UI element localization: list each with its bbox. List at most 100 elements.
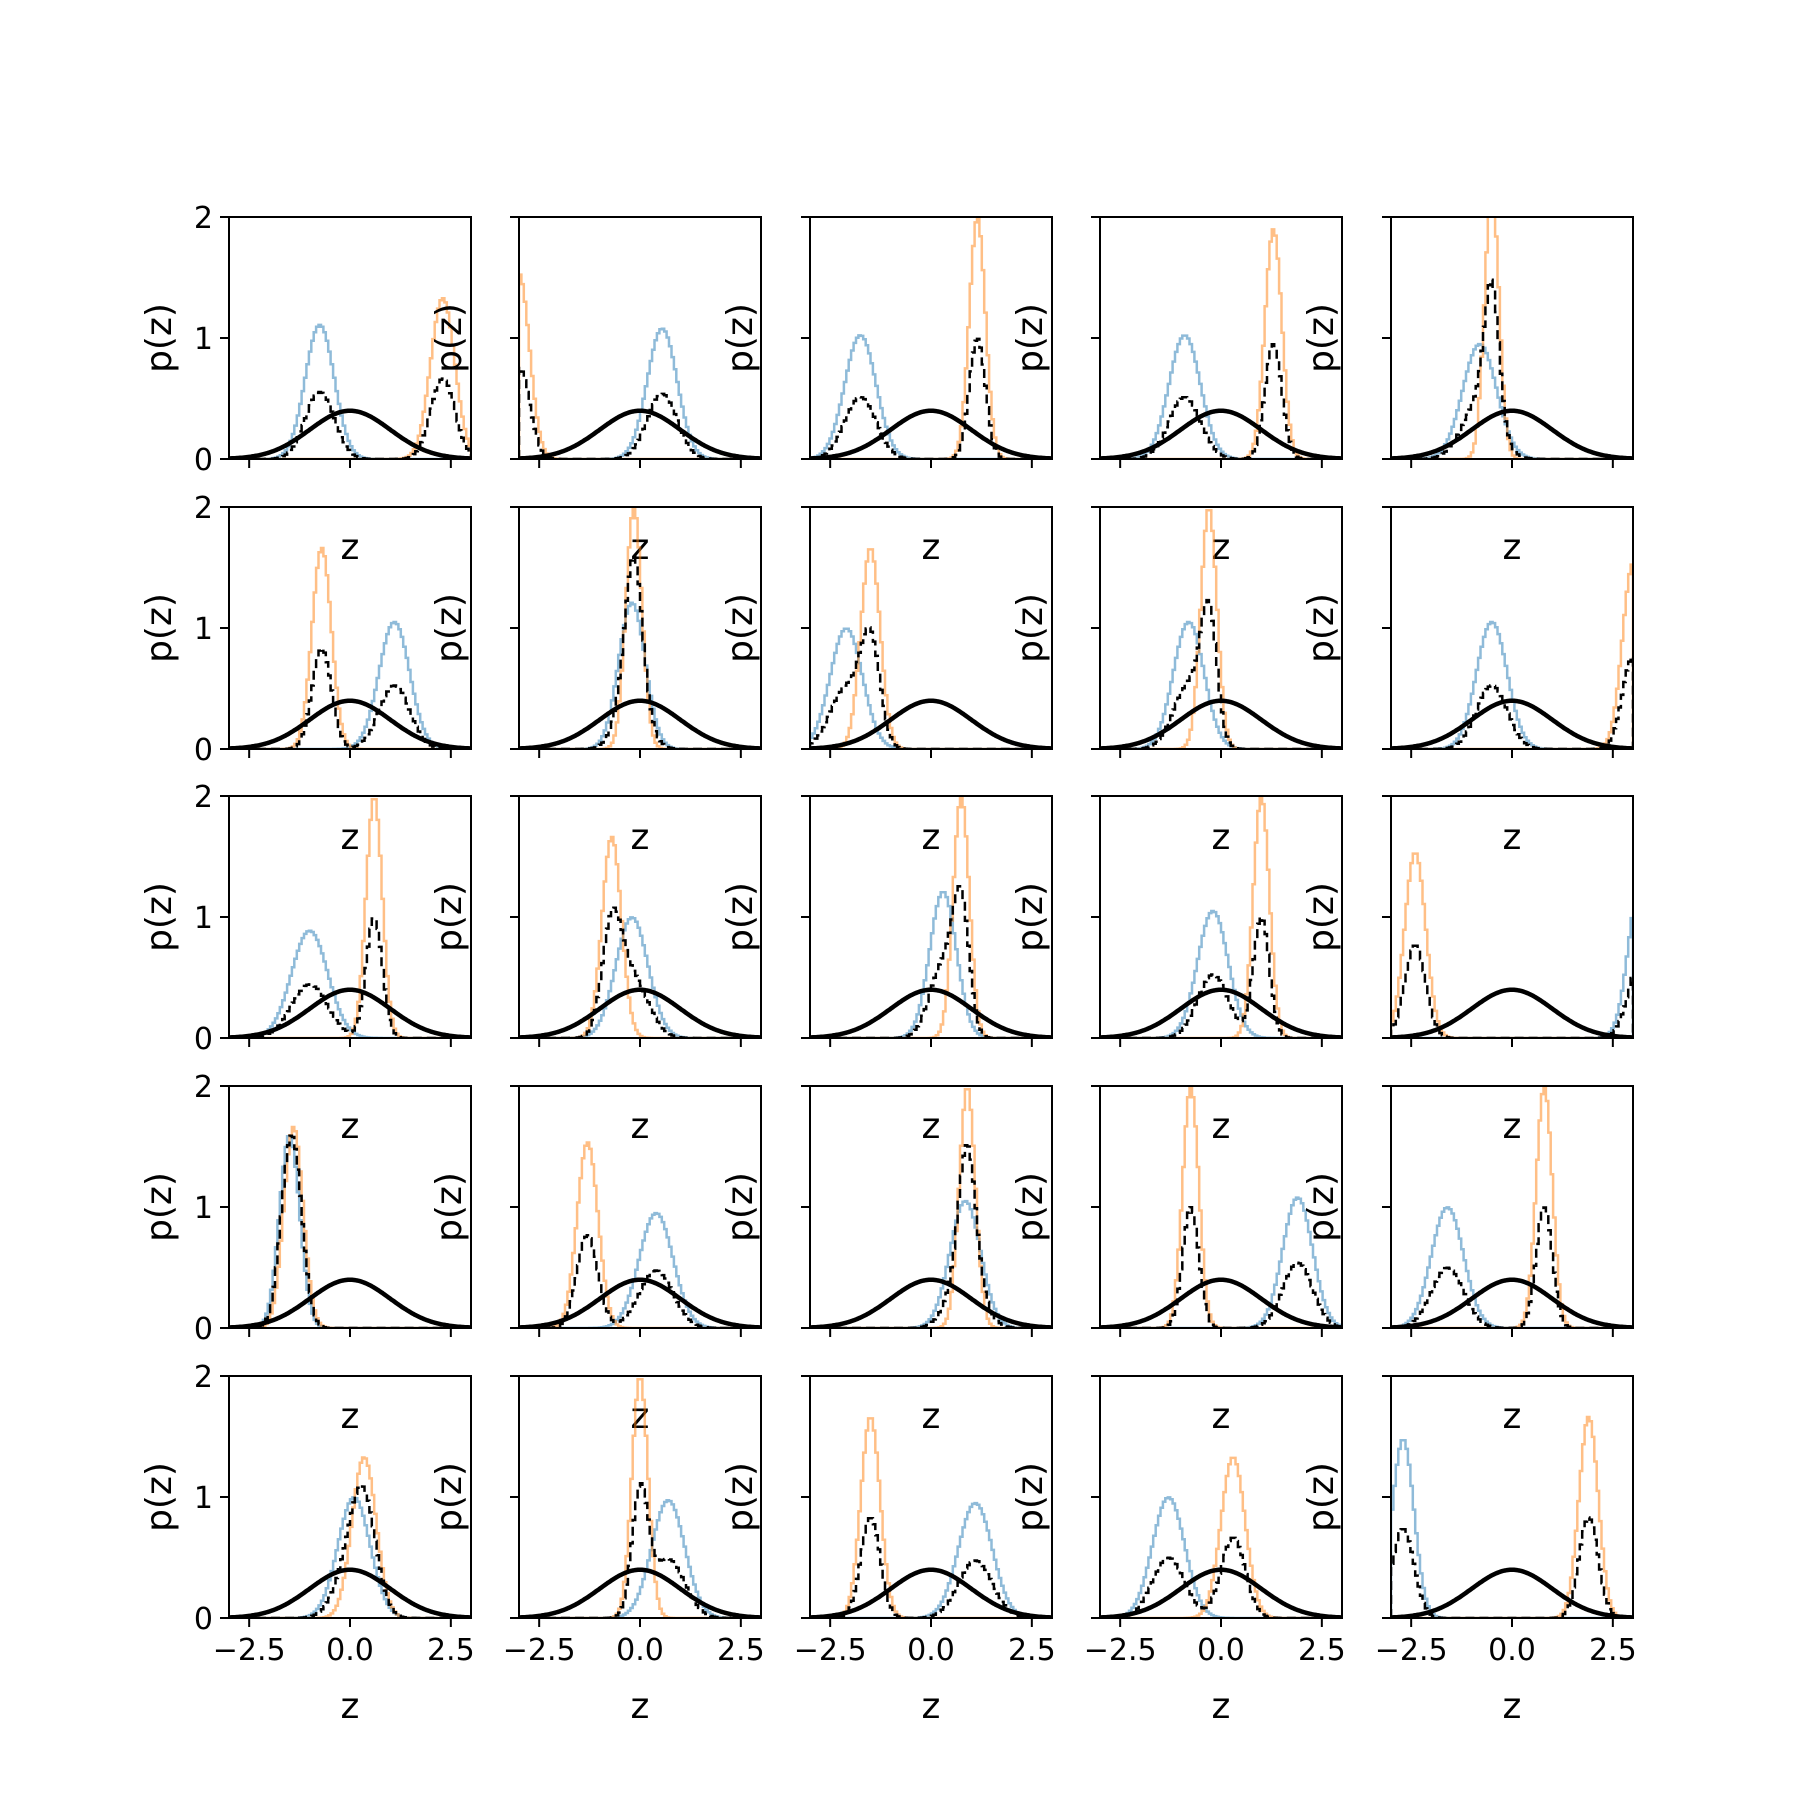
x-axis-label: z	[341, 817, 360, 858]
hist-blue	[810, 627, 1052, 749]
hist-orange	[229, 798, 471, 1038]
x-tick-label: −2.5	[1375, 1633, 1448, 1668]
plot-area	[519, 507, 761, 749]
x-tick-label: −2.5	[213, 1633, 286, 1668]
y-tick-label: 0	[194, 1022, 213, 1057]
x-axis-label: z	[1503, 527, 1522, 568]
prior-curve	[229, 987, 471, 1038]
hist-mixture-dashed	[519, 1481, 761, 1618]
subplot-2-1: z p(z)	[429, 795, 762, 1147]
hist-mixture-dashed	[810, 1516, 1052, 1618]
x-axis-label: z	[631, 1106, 650, 1147]
y-tick-label: 0	[194, 1602, 213, 1637]
x-axis-label: z	[922, 1686, 941, 1727]
x-axis-label: z	[631, 1396, 650, 1437]
hist-blue	[1391, 342, 1633, 459]
subplot-2-4: z p(z)	[1301, 795, 1634, 1147]
prior-curve	[1100, 1277, 1342, 1328]
y-tick-label: 2	[194, 1070, 213, 1105]
subplot-0-3: z p(z)	[1010, 216, 1343, 568]
subplot-3-0: 0 1 2 z p(z)	[139, 1070, 472, 1437]
subplot-1-0: 0 1 2 z p(z)	[139, 491, 472, 858]
subplot-3-2: z p(z)	[720, 1085, 1053, 1437]
y-tick-label: 0	[194, 733, 213, 768]
subplot-1-4: z p(z)	[1301, 506, 1634, 858]
prior-curve	[519, 698, 761, 749]
hist-orange	[519, 507, 761, 749]
y-axis-label: p(z)	[139, 1172, 180, 1242]
y-axis-label: p(z)	[1301, 1462, 1342, 1532]
hist-orange	[1391, 1415, 1633, 1618]
prior-curve	[1100, 1567, 1342, 1618]
x-tick-label: 0.0	[1488, 1633, 1536, 1668]
hist-orange	[519, 1378, 761, 1618]
x-axis-label: z	[1212, 1686, 1231, 1727]
prior-curve	[519, 987, 761, 1038]
y-axis-label: p(z)	[1301, 1172, 1342, 1242]
y-tick-label: 2	[194, 491, 213, 526]
hist-orange	[1100, 509, 1342, 749]
plot-area	[810, 1417, 1052, 1618]
plot-area	[1100, 509, 1342, 749]
hist-mixture-dashed	[519, 1233, 761, 1328]
x-tick-label: −2.5	[794, 1633, 867, 1668]
hist-mixture-dashed	[229, 377, 471, 459]
y-axis-label: p(z)	[1010, 593, 1051, 663]
subplot-0-0: 0 1 2 z p(z)	[139, 201, 472, 568]
y-axis-label: p(z)	[139, 1462, 180, 1532]
prior-curve	[229, 408, 471, 459]
hist-blue	[1391, 1439, 1633, 1618]
x-axis-label: z	[922, 1106, 941, 1147]
subplot-0-4: z p(z)	[1301, 216, 1634, 568]
x-axis-label: z	[341, 1106, 360, 1147]
y-axis-label: p(z)	[720, 593, 761, 663]
hist-orange	[229, 1456, 471, 1618]
hist-orange	[810, 796, 1052, 1038]
hist-orange	[1391, 217, 1633, 459]
y-tick-label: 0	[194, 1312, 213, 1347]
subplot-1-2: z p(z)	[720, 506, 1053, 858]
subplot-3-1: z p(z)	[429, 1085, 762, 1437]
prior-curve	[519, 408, 761, 459]
prior-curve	[229, 1567, 471, 1618]
x-axis-label: z	[922, 527, 941, 568]
x-axis-label: z	[341, 1396, 360, 1437]
y-axis-label: p(z)	[429, 1172, 470, 1242]
y-axis-label: p(z)	[720, 303, 761, 373]
hist-orange	[810, 548, 1052, 749]
plot-area	[1100, 228, 1342, 459]
y-axis-label: p(z)	[429, 303, 470, 373]
hist-blue	[1100, 334, 1342, 459]
subplot-2-2: z p(z)	[720, 795, 1053, 1147]
y-axis-label: p(z)	[429, 1462, 470, 1532]
x-tick-label: 2.5	[1298, 1633, 1346, 1668]
x-axis-label: z	[922, 1396, 941, 1437]
hist-blue	[1391, 620, 1633, 749]
x-axis-label: z	[1212, 1396, 1231, 1437]
hist-orange	[519, 273, 761, 459]
subplot-4-4: −2.5 0.0 2.5 z p(z)	[1301, 1375, 1637, 1727]
plot-area	[1391, 1415, 1633, 1618]
x-tick-label: 2.5	[427, 1633, 475, 1668]
axes-frame	[1390, 216, 1634, 460]
prior-curve	[1391, 1277, 1633, 1328]
x-axis-label: z	[1212, 527, 1231, 568]
subplot-1-1: z p(z)	[429, 506, 762, 858]
plot-area	[1391, 563, 1633, 749]
plot-area	[519, 1378, 761, 1618]
y-tick-label: 1	[194, 1481, 213, 1516]
plot-area	[229, 1125, 471, 1328]
x-axis-label: z	[341, 527, 360, 568]
hist-orange	[1391, 852, 1633, 1038]
y-axis-label: p(z)	[720, 882, 761, 952]
subplot-3-3: z p(z)	[1010, 1085, 1343, 1437]
x-axis-label: z	[631, 1686, 650, 1727]
hist-mixture-dashed	[810, 1143, 1052, 1328]
prior-curve	[1391, 1567, 1633, 1618]
hist-mixture-dashed	[1100, 342, 1342, 459]
prior-curve	[1100, 408, 1342, 459]
prior-curve	[1391, 698, 1633, 749]
y-tick-label: 2	[194, 1360, 213, 1395]
y-axis-label: p(z)	[1010, 1172, 1051, 1242]
